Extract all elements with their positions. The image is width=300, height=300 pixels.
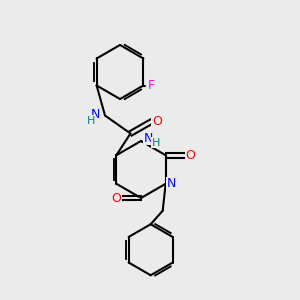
Text: H: H (152, 137, 160, 148)
Text: H: H (87, 116, 95, 126)
Text: N: N (167, 177, 176, 190)
Text: N: N (91, 107, 100, 121)
Text: N: N (144, 131, 153, 145)
Text: F: F (147, 79, 155, 92)
Text: O: O (111, 191, 121, 205)
Text: O: O (186, 149, 196, 162)
Text: O: O (152, 115, 162, 128)
